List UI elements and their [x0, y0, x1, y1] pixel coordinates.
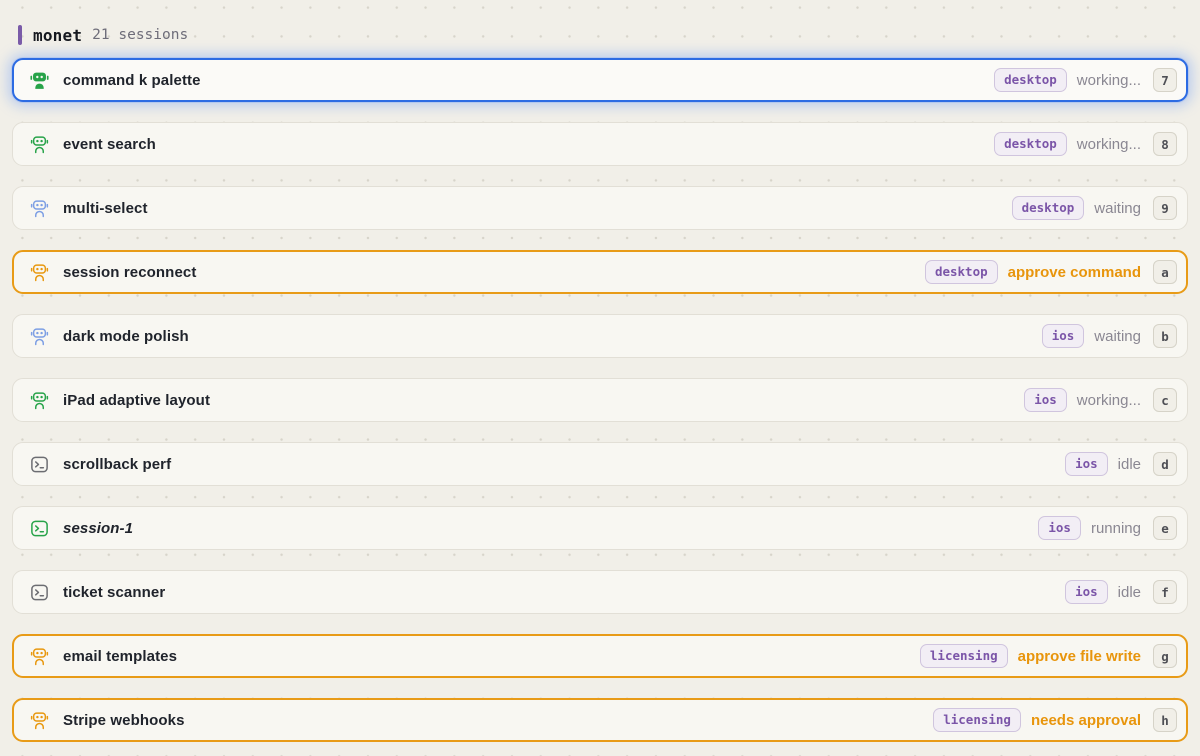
- session-title: multi-select: [63, 199, 148, 217]
- robot-icon: [29, 710, 50, 731]
- terminal-icon: [29, 454, 50, 475]
- target-badge: ios: [1024, 388, 1067, 412]
- session-row[interactable]: session reconnect desktop approve comman…: [12, 250, 1188, 294]
- status-text: idle: [1117, 455, 1141, 473]
- target-badge: licensing: [933, 708, 1021, 732]
- robot-icon: [29, 134, 50, 155]
- session-row[interactable]: email templates licensing approve file w…: [12, 634, 1188, 678]
- session-count: 21 sessions: [92, 27, 189, 43]
- target-badge: desktop: [1011, 196, 1085, 220]
- robot-icon: [29, 646, 50, 667]
- session-title: session-1: [63, 519, 134, 537]
- shortcut-key: f: [1153, 580, 1177, 604]
- session-list: command k palette desktop working... 7 e…: [12, 58, 1188, 742]
- target-badge: licensing: [919, 644, 1008, 668]
- target-badge: desktop: [994, 68, 1067, 92]
- session-title: session reconnect: [63, 263, 197, 281]
- terminal-icon: [29, 518, 50, 539]
- status-text: waiting: [1094, 199, 1141, 217]
- session-title: Stripe webhooks: [63, 711, 185, 729]
- session-title: command k palette: [63, 71, 201, 89]
- header: monet 21 sessions: [12, 24, 1188, 46]
- status-text: waiting: [1094, 327, 1141, 345]
- session-title: event search: [63, 135, 156, 153]
- shortcut-key: h: [1153, 708, 1177, 732]
- target-badge: desktop: [994, 132, 1067, 156]
- robot-icon: [29, 70, 50, 91]
- status-text: approve command: [1007, 263, 1141, 281]
- session-title: email templates: [63, 647, 178, 665]
- robot-icon: [29, 262, 50, 283]
- session-title: ticket scanner: [63, 583, 166, 601]
- shortcut-key: 7: [1153, 68, 1177, 92]
- session-row[interactable]: scrollback perf ios idle d: [12, 442, 1188, 486]
- robot-icon: [29, 198, 50, 219]
- status-text: approve file write: [1017, 647, 1141, 665]
- session-row[interactable]: ticket scanner ios idle f: [12, 570, 1188, 614]
- session-row[interactable]: event search desktop working... 8: [12, 122, 1188, 166]
- status-text: running: [1090, 519, 1141, 537]
- session-row[interactable]: session-1 ios running e: [12, 506, 1188, 550]
- session-row[interactable]: Stripe webhooks licensing needs approval…: [12, 698, 1188, 742]
- status-text: working...: [1076, 71, 1141, 89]
- header-accent-bar: [18, 25, 22, 45]
- session-row[interactable]: dark mode polish ios waiting b: [12, 314, 1188, 358]
- target-badge: ios: [1065, 452, 1108, 476]
- session-title: iPad adaptive layout: [63, 391, 211, 409]
- status-text: idle: [1117, 583, 1141, 601]
- shortcut-key: c: [1153, 388, 1177, 412]
- target-badge: ios: [1041, 324, 1085, 348]
- app-title: monet: [33, 25, 83, 45]
- status-text: working...: [1076, 135, 1141, 153]
- shortcut-key: 8: [1153, 132, 1177, 156]
- shortcut-key: d: [1153, 452, 1177, 476]
- shortcut-key: g: [1153, 644, 1177, 668]
- robot-icon: [29, 390, 50, 411]
- terminal-icon: [29, 582, 50, 603]
- session-title: scrollback perf: [63, 455, 172, 473]
- target-badge: ios: [1038, 516, 1081, 540]
- shortcut-key: b: [1153, 324, 1177, 348]
- status-text: needs approval: [1030, 711, 1141, 729]
- session-row[interactable]: command k palette desktop working... 7: [12, 58, 1188, 102]
- session-title: dark mode polish: [63, 327, 189, 345]
- shortcut-key: a: [1153, 260, 1177, 284]
- target-badge: ios: [1065, 580, 1108, 604]
- session-row[interactable]: multi-select desktop waiting 9: [12, 186, 1188, 230]
- target-badge: desktop: [924, 260, 998, 284]
- session-row[interactable]: iPad adaptive layout ios working... c: [12, 378, 1188, 422]
- robot-icon: [29, 326, 50, 347]
- shortcut-key: e: [1153, 516, 1177, 540]
- shortcut-key: 9: [1153, 196, 1177, 220]
- status-text: working...: [1076, 391, 1141, 409]
